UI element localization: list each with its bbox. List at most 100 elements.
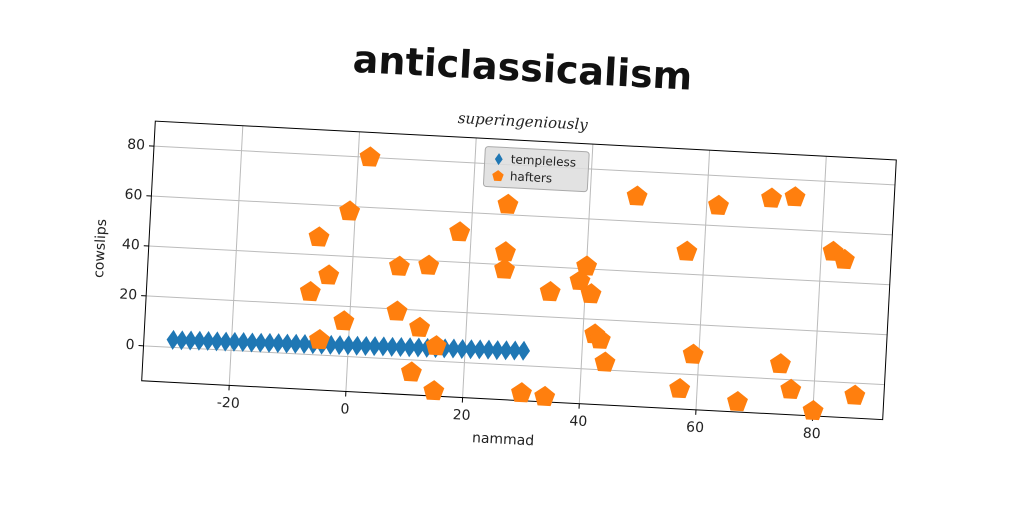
point	[580, 283, 602, 304]
grid-line	[812, 156, 827, 416]
point	[626, 185, 648, 206]
point	[368, 336, 382, 357]
x-axis-label: nammad	[472, 430, 535, 449]
point	[669, 377, 691, 399]
point	[708, 194, 729, 215]
plot-group: anticlassicalism superingeniously nammad…	[91, 37, 897, 449]
point	[473, 339, 487, 360]
point	[802, 399, 824, 421]
legend-label: hafters	[510, 169, 553, 185]
grid-line	[695, 150, 711, 410]
point	[385, 336, 399, 357]
point	[780, 378, 802, 399]
point	[308, 226, 330, 247]
point	[386, 300, 408, 321]
point	[299, 280, 321, 302]
point	[350, 335, 364, 356]
point	[271, 333, 285, 354]
point	[359, 146, 381, 167]
point	[511, 382, 532, 403]
point	[446, 338, 460, 359]
legend-label: templeless	[510, 152, 576, 169]
x-tick-label: 60	[686, 419, 705, 436]
legend-marker	[492, 170, 504, 182]
point	[262, 332, 276, 353]
point	[192, 330, 206, 351]
point	[210, 331, 224, 352]
point	[490, 340, 504, 361]
point	[394, 337, 408, 358]
point	[682, 343, 704, 364]
point	[403, 337, 417, 358]
y-tick-label: 20	[119, 286, 138, 303]
point	[289, 333, 303, 354]
point	[219, 331, 233, 352]
x-tick-label: 20	[452, 407, 471, 424]
point	[333, 335, 347, 356]
point	[388, 255, 410, 276]
y-tick-label: 60	[124, 187, 143, 204]
point	[184, 330, 198, 351]
plot-frame	[141, 120, 897, 421]
point	[400, 361, 422, 382]
point	[341, 335, 355, 356]
y-axis-label: cowslips	[91, 219, 110, 279]
point	[376, 336, 390, 357]
grid-line	[143, 345, 885, 386]
point	[166, 329, 180, 350]
legend-box	[482, 146, 590, 193]
point	[333, 310, 355, 331]
x-tick-label: 0	[340, 401, 350, 417]
legend-marker	[494, 153, 503, 166]
x-tick-label: 80	[802, 425, 821, 442]
point	[298, 334, 312, 354]
point	[418, 254, 440, 275]
point	[844, 384, 866, 405]
point	[539, 281, 561, 302]
point	[464, 339, 478, 360]
point	[833, 248, 855, 270]
point	[175, 330, 189, 351]
point	[324, 334, 338, 355]
point	[455, 339, 469, 359]
point	[482, 339, 496, 360]
point	[497, 193, 519, 214]
point	[236, 332, 250, 353]
point	[227, 331, 241, 352]
point	[499, 340, 513, 361]
point	[676, 240, 698, 261]
x-tick-label: -20	[216, 395, 240, 412]
y-tick-label: 0	[125, 337, 135, 353]
point	[761, 187, 783, 208]
chart-title: anticlassicalism	[352, 37, 694, 99]
grid-line	[146, 295, 888, 336]
point	[425, 335, 447, 356]
point	[494, 258, 516, 279]
grid-line	[148, 245, 890, 286]
point	[423, 380, 445, 401]
y-tick-label: 40	[122, 237, 141, 254]
point	[784, 186, 806, 207]
point	[495, 241, 516, 262]
point	[589, 328, 611, 349]
point	[569, 270, 591, 291]
point	[254, 332, 268, 353]
point	[339, 200, 361, 221]
chart-subtitle: superingeniously	[457, 109, 588, 134]
point	[517, 340, 531, 361]
grid-line	[151, 195, 893, 236]
point	[534, 385, 556, 407]
point	[280, 333, 294, 354]
point	[594, 351, 616, 372]
y-tick-label: 80	[127, 137, 146, 154]
point	[770, 353, 791, 374]
point	[245, 332, 259, 353]
point	[409, 316, 431, 337]
point	[318, 264, 340, 285]
point	[359, 335, 373, 356]
point	[411, 337, 425, 358]
grid-line	[462, 137, 477, 398]
point	[309, 329, 330, 350]
point	[508, 340, 522, 361]
